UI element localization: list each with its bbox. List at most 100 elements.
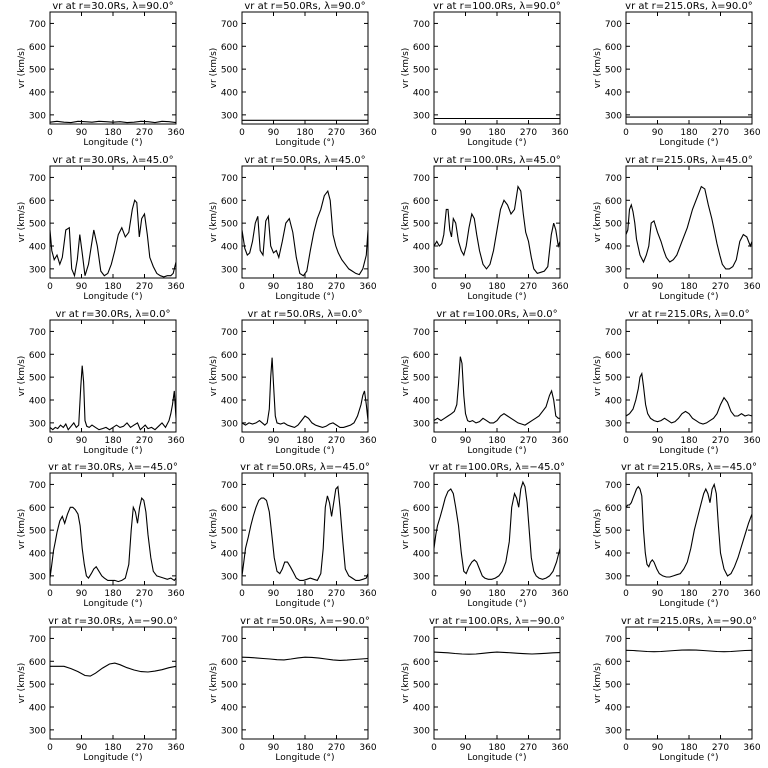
y-axis-label: vr (km/s): [209, 663, 219, 704]
y-tick-label: 700: [29, 635, 46, 645]
x-tick-label: 90: [268, 589, 280, 599]
y-axis-label: vr (km/s): [401, 356, 411, 397]
y-tick-label: 500: [29, 374, 46, 384]
x-axis-label: Longitude (°): [467, 599, 526, 609]
y-axis-label: vr (km/s): [401, 509, 411, 550]
y-axis-label: vr (km/s): [593, 509, 603, 550]
y-tick-label: 300: [29, 726, 46, 736]
y-tick-label: 500: [605, 527, 622, 537]
x-tick-label: 90: [652, 589, 664, 599]
x-tick-label: 270: [136, 128, 153, 138]
x-tick-label: 180: [104, 589, 121, 599]
x-tick-label: 270: [520, 282, 537, 292]
x-tick-label: 0: [239, 743, 245, 753]
x-tick-label: 180: [488, 128, 505, 138]
x-tick-label: 180: [296, 282, 313, 292]
y-axis-label: vr (km/s): [593, 202, 603, 243]
series-line: [433, 480, 561, 580]
y-tick-label: 700: [221, 174, 238, 184]
x-axis-label: Longitude (°): [467, 292, 526, 302]
chart-title: vr at r=50.0Rs, λ=−45.0°: [240, 462, 370, 473]
x-axis-label: Longitude (°): [659, 599, 718, 609]
x-tick-label: 270: [328, 128, 345, 138]
chart-title: vr at r=215.0Rs, λ=90.0°: [625, 1, 753, 12]
chart-title: vr at r=215.0Rs, λ=−90.0°: [621, 616, 757, 627]
x-tick-label: 0: [239, 128, 245, 138]
y-tick-label: 400: [605, 704, 622, 714]
y-axis-label: vr (km/s): [17, 509, 27, 550]
y-tick-label: 600: [413, 43, 430, 53]
x-tick-label: 360: [551, 128, 568, 138]
x-tick-label: 360: [551, 589, 568, 599]
x-tick-label: 270: [712, 743, 729, 753]
y-tick-label: 500: [413, 220, 430, 230]
y-axis-label: vr (km/s): [593, 356, 603, 397]
chart-panel-16: vr at r=215.0Rs, λ=−45.0° 300 400 500 600 700…: [593, 462, 761, 609]
series-line: [625, 649, 753, 653]
x-tick-label: 270: [712, 128, 729, 138]
y-axis-label: vr (km/s): [401, 663, 411, 704]
y-tick-label: 500: [29, 681, 46, 691]
x-tick-label: 360: [167, 282, 184, 292]
x-tick-label: 0: [47, 589, 53, 599]
x-axis-label: Longitude (°): [467, 138, 526, 148]
y-tick-label: 400: [221, 89, 238, 99]
x-tick-label: 0: [431, 128, 437, 138]
x-tick-label: 0: [623, 436, 629, 446]
chart-title: vr at r=100.0Rs, λ=45.0°: [433, 155, 561, 166]
chart-panel-8: vr at r=215.0Rs, λ=45.0° 300 400 500 600 700 0…: [593, 155, 761, 302]
plot-frame: [433, 319, 561, 433]
x-tick-label: 90: [652, 436, 664, 446]
x-tick-label: 270: [712, 436, 729, 446]
chart-title: vr at r=50.0Rs, λ=0.0°: [248, 309, 363, 320]
plot-frame: [241, 472, 369, 586]
y-tick-label: 700: [221, 328, 238, 338]
y-tick-label: 300: [413, 111, 430, 121]
series-line: [49, 199, 177, 278]
y-tick-label: 300: [221, 265, 238, 275]
x-axis-label: Longitude (°): [83, 292, 142, 302]
y-tick-label: 400: [413, 243, 430, 253]
x-axis-label: Longitude (°): [659, 446, 718, 456]
x-axis-label: Longitude (°): [467, 446, 526, 456]
x-tick-label: 0: [239, 282, 245, 292]
y-axis-label: vr (km/s): [17, 663, 27, 704]
chart-panel-11: vr at r=100.0Rs, λ=0.0° 300 400 500 600 700 0 9…: [401, 309, 569, 456]
y-tick-label: 700: [413, 635, 430, 645]
x-axis-label: Longitude (°): [275, 446, 334, 456]
x-tick-label: 180: [488, 282, 505, 292]
y-tick-label: 600: [413, 351, 430, 361]
x-tick-label: 360: [359, 589, 376, 599]
y-tick-label: 600: [605, 197, 622, 207]
y-tick-label: 600: [413, 197, 430, 207]
y-tick-label: 600: [29, 504, 46, 514]
x-axis-label: Longitude (°): [467, 753, 526, 763]
chart-title: vr at r=100.0Rs, λ=0.0°: [436, 309, 557, 320]
x-tick-label: 180: [104, 128, 121, 138]
plot-frame: [625, 472, 753, 586]
x-axis-label: Longitude (°): [659, 753, 718, 763]
chart-panel-20: vr at r=215.0Rs, λ=−90.0° 300 400 500 600 700…: [593, 616, 761, 763]
y-tick-label: 500: [413, 681, 430, 691]
x-tick-label: 360: [551, 282, 568, 292]
plot-frame: [49, 472, 177, 586]
y-tick-label: 500: [413, 527, 430, 537]
y-axis-label: vr (km/s): [593, 48, 603, 89]
y-axis-label: vr (km/s): [209, 356, 219, 397]
x-tick-label: 180: [104, 743, 121, 753]
y-tick-label: 400: [29, 89, 46, 99]
y-tick-label: 500: [413, 66, 430, 76]
plot-frame: [49, 11, 177, 125]
chart-title: vr at r=30.0Rs, λ=90.0°: [52, 1, 173, 12]
plot-frame: [433, 11, 561, 125]
x-tick-label: 0: [47, 282, 53, 292]
x-tick-label: 180: [296, 128, 313, 138]
x-tick-label: 360: [551, 436, 568, 446]
series-line: [241, 485, 369, 582]
x-tick-label: 0: [431, 743, 437, 753]
chart-title: vr at r=30.0Rs, λ=45.0°: [52, 155, 173, 166]
y-tick-label: 700: [413, 481, 430, 491]
x-tick-label: 0: [623, 743, 629, 753]
y-tick-label: 500: [605, 374, 622, 384]
